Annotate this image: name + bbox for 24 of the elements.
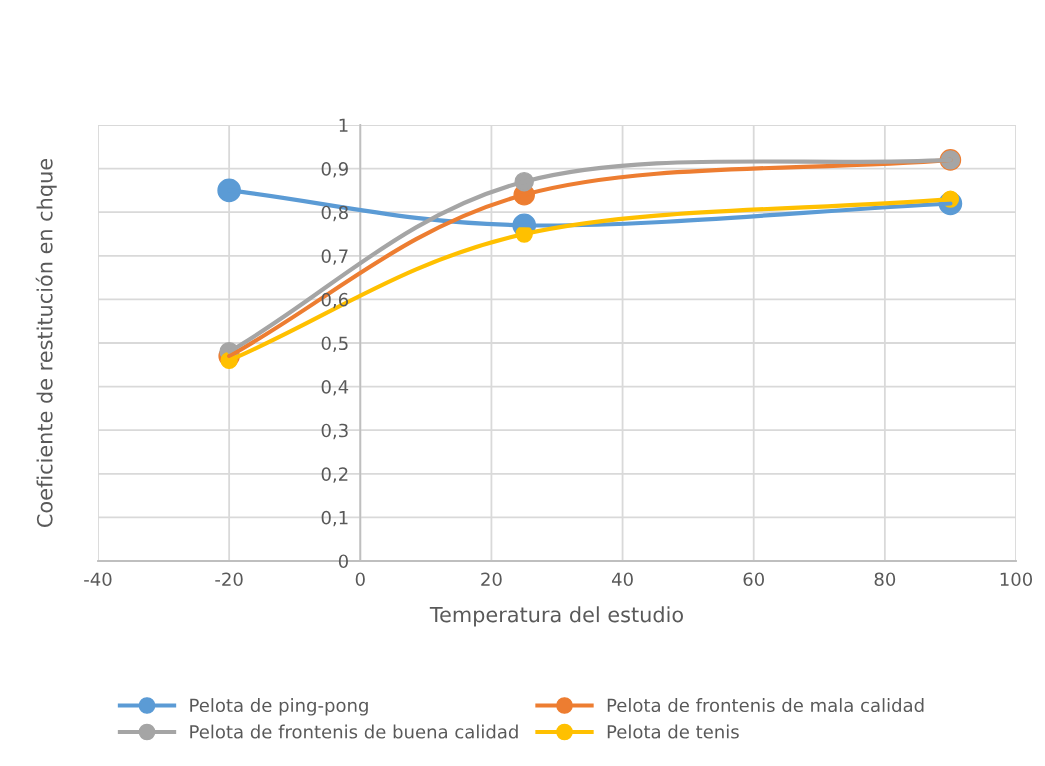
- y-tick-label: 0: [338, 554, 348, 569]
- y-tick-label: 0,2: [321, 467, 348, 483]
- x-tick-label: -40: [84, 572, 112, 587]
- y-tick-label: 0,5: [321, 336, 348, 352]
- y-tick-label: 1: [339, 118, 348, 132]
- x-tick-label: 80: [874, 572, 896, 587]
- y-axis-title: Coeficiente de restitución en chque: [35, 159, 57, 527]
- y-tick-label: 0,7: [321, 249, 348, 265]
- y-tick-label: 0,8: [321, 205, 348, 222]
- legend-label: Pelota de ping-pong: [190, 698, 368, 716]
- y-tick-label: 0,9: [321, 162, 348, 178]
- legend-label: Pelota de tenis: [607, 724, 739, 739]
- legend-label: Pelota de frontenis de mala calidad: [607, 698, 924, 713]
- y-tick-label: 0,3: [321, 423, 348, 440]
- legend-label: Pelota de frontenis de buena calidad: [190, 724, 518, 739]
- x-tick-label: 20: [481, 572, 502, 587]
- x-axis-title: Temperatura del estudio: [429, 606, 683, 627]
- x-tick-label: -20: [215, 572, 243, 587]
- x-tick-label: 40: [611, 572, 633, 587]
- y-tick-label: 0,1: [321, 510, 348, 527]
- x-tick-label: 60: [743, 572, 764, 587]
- y-tick-label: 0,4: [321, 380, 349, 396]
- x-tick-label: 0: [355, 572, 365, 587]
- x-tick-label: 100: [1000, 572, 1033, 587]
